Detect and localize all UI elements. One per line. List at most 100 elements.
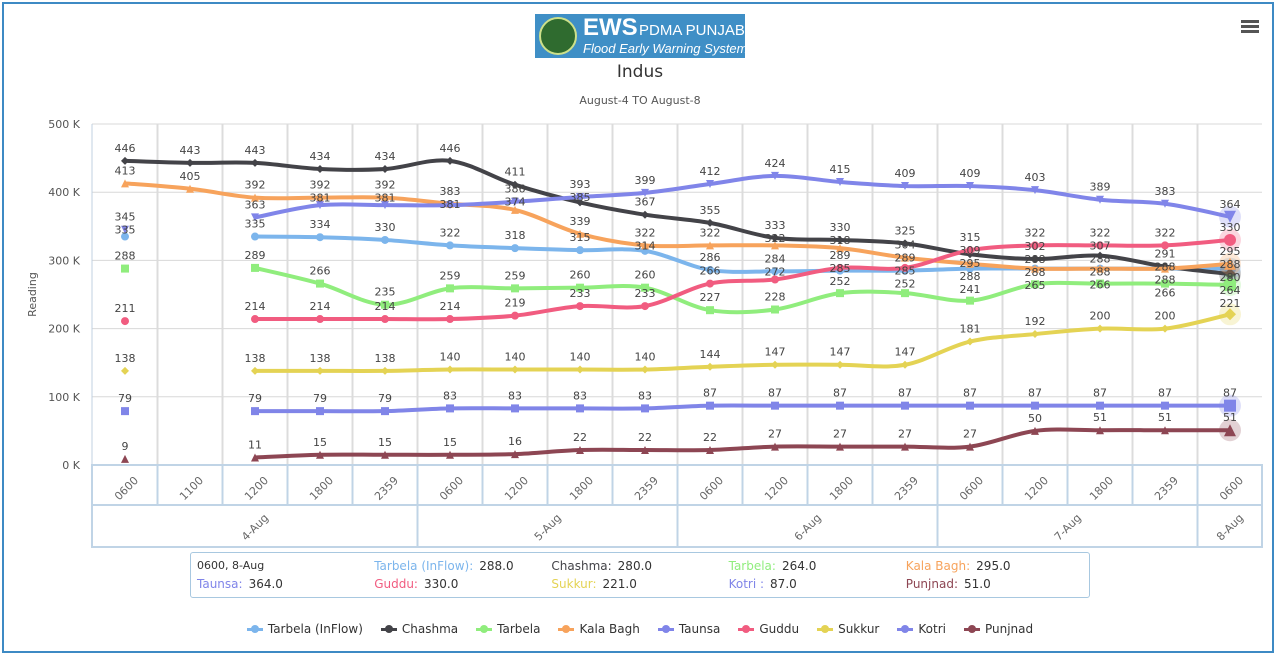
hamburger-icon[interactable] (1241, 20, 1259, 34)
marker-diamond (251, 158, 259, 167)
tooltip-row: Taunsa: 364.0 (197, 575, 374, 593)
legend-item[interactable]: Kotri (897, 622, 946, 636)
marker-diamond (576, 198, 584, 207)
legend-item[interactable]: Kala Bagh (558, 622, 640, 636)
data-label: 265 (1025, 279, 1046, 292)
data-label: 252 (830, 275, 851, 288)
data-label: 87 (768, 387, 782, 400)
legend-item[interactable]: Tarbela (476, 622, 540, 636)
data-label: 330 (375, 221, 396, 234)
marker-triangle (836, 244, 844, 253)
data-label: 322 (635, 226, 656, 239)
marker-diamond (966, 337, 974, 346)
tooltip-label: Kotri : (728, 577, 765, 591)
data-label: 434 (310, 150, 331, 163)
marker-square (1031, 401, 1039, 410)
marker-diamond (1096, 251, 1104, 260)
marker-square (771, 305, 779, 314)
data-label: 318 (830, 234, 851, 247)
legend-label: Sukkur (838, 622, 880, 636)
marker-triangle (1161, 264, 1169, 273)
marker-diamond (251, 366, 259, 375)
y-tick-label: 300 K (48, 254, 80, 267)
marker-triangle-down (1096, 195, 1104, 204)
marker-diamond (1031, 330, 1039, 339)
x-day-label: 6-Aug (792, 511, 824, 543)
marker-circle (836, 263, 844, 272)
data-label: 51 (1223, 411, 1237, 424)
marker-triangle (511, 450, 519, 459)
data-label: 87 (898, 387, 912, 400)
series-line-taunsa (254, 173, 1231, 220)
legend-label: Tarbela (InFlow) (267, 622, 363, 636)
series-line-kala-bagh (124, 181, 1231, 271)
marker-triangle (316, 193, 324, 202)
marker-square (836, 289, 844, 298)
data-label: 330 (1220, 221, 1241, 234)
marker-circle (706, 279, 714, 288)
legend-item[interactable]: Guddu (738, 622, 799, 636)
data-label: 22 (703, 431, 717, 444)
data-label: 288 (1025, 253, 1046, 266)
marker-square (706, 306, 714, 315)
marker-diamond (641, 365, 649, 374)
legend-item[interactable]: Punjnad (963, 622, 1033, 636)
data-label: 318 (505, 229, 526, 242)
data-label: 211 (115, 302, 136, 315)
marker-circle (316, 315, 324, 324)
data-label: 374 (505, 196, 526, 209)
marker-triangle (706, 241, 714, 250)
data-label: 339 (570, 215, 591, 228)
marker-circle (771, 267, 779, 276)
legend-swatch-icon (380, 624, 397, 633)
x-tick-label: 1200 (1022, 474, 1051, 503)
data-label: 27 (833, 428, 847, 441)
marker-circle (1161, 241, 1169, 250)
marker-square (1224, 399, 1236, 412)
data-label: 405 (180, 170, 201, 183)
marker-diamond (316, 366, 324, 375)
data-label: 289 (245, 249, 266, 262)
data-label: 9 (122, 440, 129, 453)
data-label: 214 (245, 300, 266, 313)
data-label: 227 (700, 291, 721, 304)
marker-triangle-down (1031, 186, 1039, 195)
marker-diamond (381, 366, 389, 375)
legend-label: Chashma (401, 622, 459, 636)
tooltip-value: 221.0 (602, 577, 637, 591)
legend-item[interactable]: Tarbela (InFlow) (246, 622, 363, 636)
marker-circle (901, 263, 909, 272)
legend-label: Kotri (918, 622, 946, 636)
marker-diamond (316, 165, 324, 174)
x-tick-label: 1800 (307, 474, 336, 503)
data-label: 288 (1155, 261, 1176, 274)
tooltip-row: Tarbela: 264.0 (729, 557, 906, 575)
marker-circle (1224, 233, 1236, 246)
data-label: 87 (1028, 387, 1042, 400)
legend-item[interactable]: Taunsa (657, 622, 720, 636)
x-day-label: 8-Aug (1214, 511, 1246, 543)
marker-square (901, 289, 909, 298)
marker-diamond (1161, 324, 1169, 333)
marker-square (121, 407, 129, 416)
marker-triangle (576, 445, 584, 454)
data-label: 87 (703, 387, 717, 400)
tooltip-label: Tarbela: (728, 559, 776, 573)
data-label: 288 (115, 250, 136, 263)
marker-square (446, 284, 454, 293)
legend-item[interactable]: Sukkur (817, 622, 879, 636)
data-label: 443 (245, 144, 266, 157)
data-label: 364 (1220, 198, 1241, 211)
data-label: 266 (1090, 278, 1111, 291)
data-label: 87 (1223, 387, 1237, 400)
data-label: 87 (963, 387, 977, 400)
data-label: 83 (573, 389, 587, 402)
data-label: 79 (118, 392, 132, 405)
legend-swatch-icon (897, 624, 914, 633)
data-label: 272 (765, 265, 786, 278)
legend-item[interactable]: Chashma (380, 622, 459, 636)
x-tick-label: 0600 (437, 474, 466, 503)
data-label: 79 (378, 392, 392, 405)
marker-triangle (966, 259, 974, 268)
